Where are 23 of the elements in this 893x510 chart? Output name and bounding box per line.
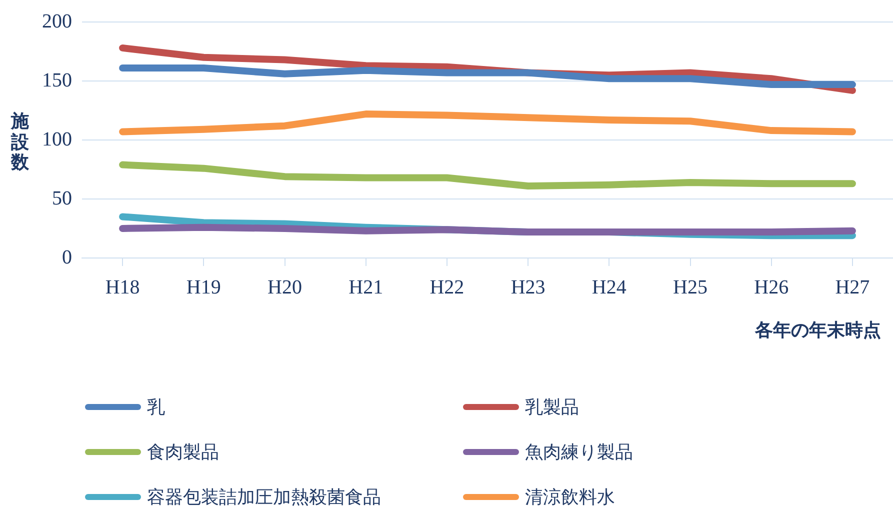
y-tick-label: 100 [42,128,72,150]
y-tick-label: 150 [42,69,72,92]
y-axis-title: 施設数 [10,111,30,174]
legend-label: 食肉製品 [147,441,219,464]
x-tick-label: H21 [348,276,384,298]
legend-label: 魚肉練り製品 [525,441,633,464]
y-tick-label: 0 [62,246,72,268]
legend-label: 容器包装詰加圧加熱殺菌食品 [147,486,381,509]
x-tick-label: H18 [105,276,140,298]
x-tick-label: H25 [673,276,708,298]
legend-label: 清涼飲料水 [525,486,615,509]
x-tick-label: H19 [186,276,221,298]
x-axis-title: 各年の年末時点 [755,319,881,342]
legend-label: 乳製品 [525,396,579,419]
x-tick-label: H22 [430,276,464,298]
y-tick-label: 200 [42,10,72,32]
x-tick-label: H27 [835,276,870,298]
y-tick-label: 50 [52,187,72,210]
x-tick-label: H26 [754,276,789,298]
x-tick-label: H24 [592,276,626,298]
x-tick-label: H23 [510,276,546,298]
legend-label: 乳 [147,396,165,419]
x-tick-label: H20 [268,276,302,298]
